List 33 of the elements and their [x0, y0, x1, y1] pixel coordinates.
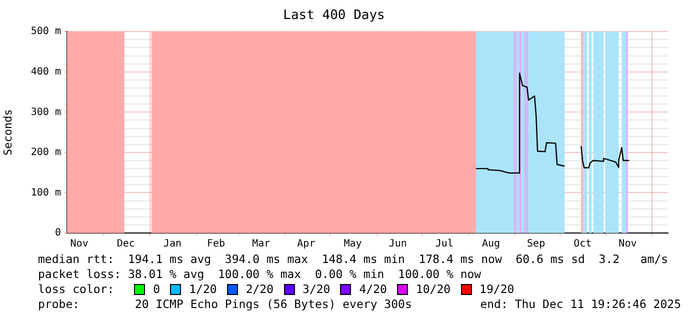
x-tick-label: Sep — [527, 238, 546, 250]
x-tick-label: May — [344, 238, 362, 250]
y-tick-label: 0 — [54, 228, 61, 239]
x-tick-label: Dec — [116, 238, 135, 250]
chart-title: Last 400 Days — [283, 8, 385, 24]
text: packet loss: 38.01 % avg 100.00 % max 0.00 % min 100.00 % now — [38, 267, 482, 282]
legend-title: loss color: — [38, 282, 114, 297]
x-tick-label: Oct — [574, 238, 592, 250]
y-tick-label: 500 m — [30, 26, 61, 38]
y-axis-title: Seconds — [1, 109, 14, 156]
legend-label: 1/20 — [189, 282, 217, 297]
y-tick-label: 300 m — [30, 106, 61, 118]
x-tick-label: Feb — [207, 238, 226, 250]
x-tick-label: Nov — [70, 238, 88, 250]
x-tick-label: Jan — [163, 238, 182, 250]
legend-label: 3/20 — [302, 282, 330, 297]
legend-label: 2/20 — [246, 282, 274, 297]
legend-label: 0 — [153, 282, 160, 297]
legend-label: 19/20 — [480, 282, 514, 297]
x-tick-label: Mar — [252, 238, 270, 250]
y-tick-label: 100 m — [30, 187, 61, 198]
x-tick-label: Apr — [297, 238, 316, 250]
x-tick-label: Aug — [482, 238, 500, 250]
y-tick-label: 400 m — [30, 66, 61, 78]
y-tick-label: 200 m — [30, 147, 61, 158]
legend-label: 10/20 — [416, 282, 451, 297]
text: probe: 20 ICMP Echo Pings (56 Bytes) every 300s — [38, 297, 412, 312]
x-tick-label: Jul — [435, 238, 454, 250]
x-tick-label: Jun — [388, 238, 407, 250]
x-tick-label: Nov — [618, 238, 637, 250]
text: median rtt: 194.1 ms avg 394.0 ms max 148.4 ms min 178.4 ms now 60.6 ms sd 3.2 am/s — [38, 252, 668, 267]
text: end: Thu Dec 11 19:26:46 2025 — [480, 297, 681, 312]
legend-label: 4/20 — [359, 282, 387, 297]
